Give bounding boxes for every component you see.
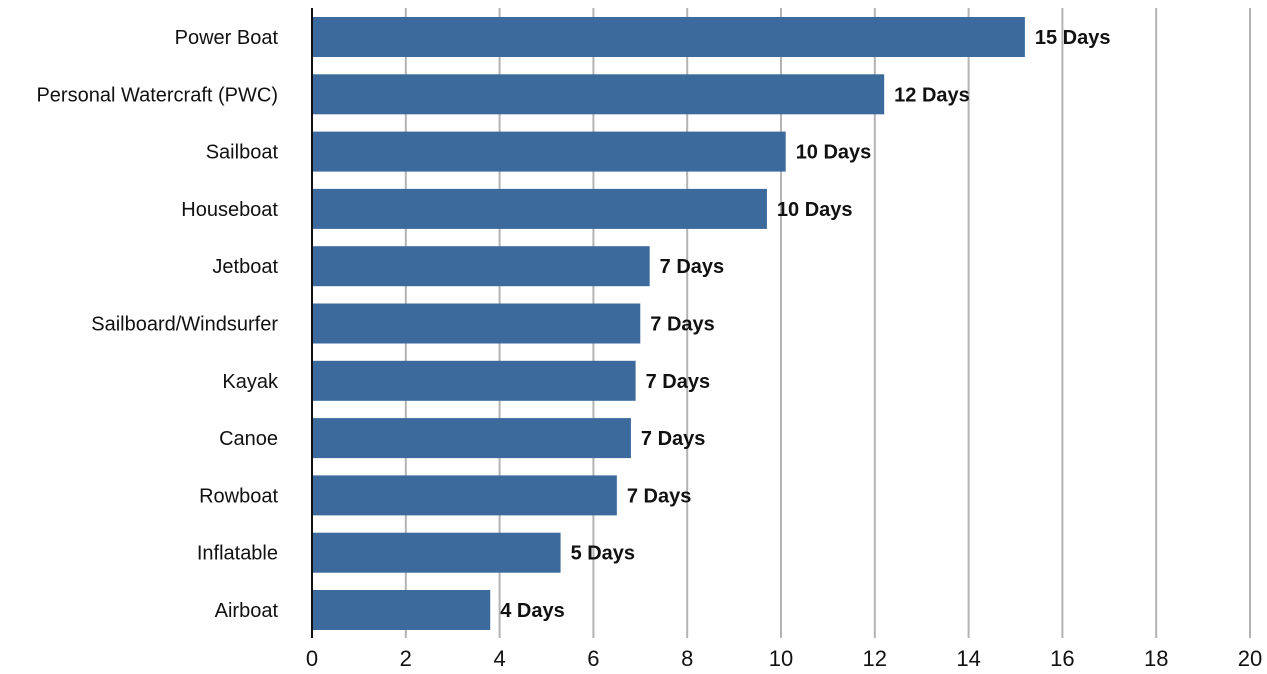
category-labels: Power Boat Personal Watercraft (PWC) Sailb… <box>36 27 279 622</box>
category-label: Canoe <box>219 428 278 450</box>
data-label: 10 Days <box>796 142 872 164</box>
data-label: 5 Days <box>571 543 636 565</box>
x-tick-label: 14 <box>956 646 980 671</box>
category-label: Sailboard/Windsurfer <box>91 314 278 336</box>
bar <box>313 74 885 115</box>
data-label: 7 Days <box>646 371 711 393</box>
bar <box>313 590 491 630</box>
data-label: 10 Days <box>777 199 853 221</box>
x-tick-label: 6 <box>587 646 599 671</box>
x-tick-label: 2 <box>400 646 412 671</box>
x-tick-labels: 0 2 4 6 8 10 12 14 16 18 20 <box>306 646 1262 671</box>
data-label: 7 Days <box>660 256 725 278</box>
data-label: 15 Days <box>1035 27 1111 49</box>
bar <box>313 188 767 229</box>
category-label: Airboat <box>215 600 279 622</box>
data-label: 7 Days <box>650 314 715 336</box>
x-tick-label: 10 <box>769 646 793 671</box>
category-label: Houseboat <box>181 199 278 221</box>
bar <box>313 418 631 459</box>
bar <box>313 360 636 401</box>
x-tick-label: 4 <box>493 646 505 671</box>
category-label: Kayak <box>222 371 279 393</box>
x-tick-label: 16 <box>1050 646 1074 671</box>
category-label: Inflatable <box>197 543 278 565</box>
category-label: Sailboat <box>206 142 279 164</box>
category-label: Rowboat <box>199 485 278 507</box>
bar <box>313 17 1025 57</box>
data-labels: 15 Days 12 Days 10 Days 10 Days 7 Days 7 Days… <box>500 27 1110 622</box>
bar <box>313 532 561 573</box>
bar <box>313 303 641 344</box>
data-label: 4 Days <box>500 600 564 622</box>
data-label: 7 Days <box>627 485 692 507</box>
category-label: Personal Watercraft (PWC) <box>36 84 278 106</box>
category-label: Power Boat <box>175 27 279 49</box>
x-tick-label: 12 <box>863 646 887 671</box>
x-tick-label: 18 <box>1144 646 1168 671</box>
x-tick-label: 8 <box>681 646 693 671</box>
bar <box>313 131 786 172</box>
bars <box>313 17 1025 630</box>
data-label: 7 Days <box>641 428 706 450</box>
category-label: Jetboat <box>212 256 278 278</box>
x-tick-label: 0 <box>306 646 318 671</box>
data-label: 12 Days <box>894 84 970 106</box>
bar <box>313 475 617 516</box>
bar <box>313 246 650 287</box>
x-tick-label: 20 <box>1238 646 1262 671</box>
